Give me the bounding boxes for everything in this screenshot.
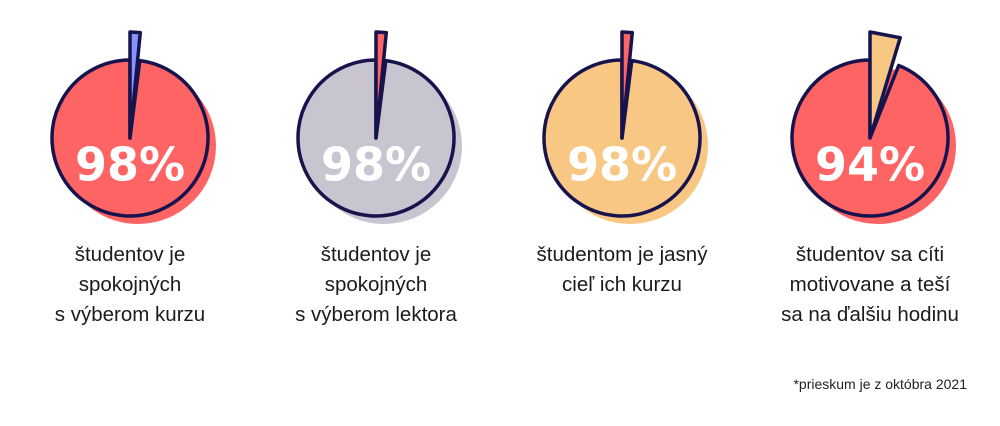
pie-slice-rest [374, 30, 389, 140]
pie-percent-label: 98% [75, 138, 185, 192]
pie-chart: 98% [50, 30, 216, 224]
stat-card: 98% študentov je spokojných s výberom le… [256, 0, 496, 426]
stat-caption: študentov je spokojných s výberom lektor… [295, 243, 457, 326]
stat-caption: študentov sa cíti motivovane a teší sa n… [781, 243, 959, 326]
stat-card: 98% študentom je jasný cieľ ich kurzu [502, 0, 742, 426]
stat-card: 94% študentov sa cíti motivovane a teší … [750, 0, 990, 426]
stat-card: 98% študentov je spokojných s výberom ku… [10, 0, 250, 426]
pie-chart: 98% [542, 30, 708, 224]
pie-slice-rest [620, 30, 635, 140]
pie-slice-rest [128, 30, 143, 140]
stat-caption: študentov je spokojných s výberom kurzu [54, 243, 206, 326]
pie-slice-rest [868, 30, 902, 140]
pie-chart: 94% [790, 30, 956, 224]
survey-footnote: *prieskum je z októbra 2021 [793, 376, 967, 392]
pie-percent-label: 94% [815, 138, 925, 192]
pie-percent-label: 98% [567, 138, 677, 192]
stat-caption: študentom je jasný cieľ ich kurzu [536, 243, 708, 296]
pie-percent-label: 98% [321, 138, 431, 192]
pie-chart: 98% [296, 30, 462, 224]
